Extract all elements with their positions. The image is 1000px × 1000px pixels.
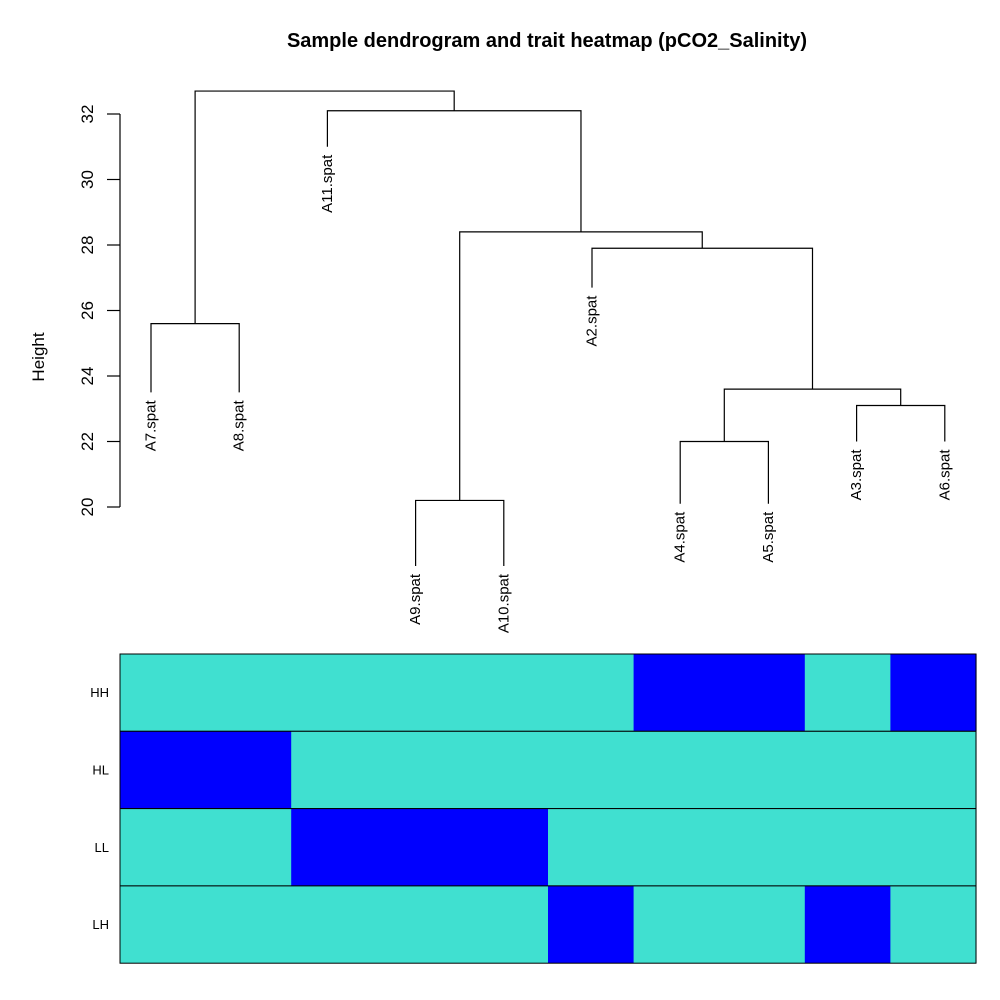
leaf-label: A4.spat: [672, 511, 689, 563]
heatmap-cell: [291, 731, 378, 809]
heatmap-cell: [548, 885, 635, 964]
trait-heatmap: [119, 653, 977, 964]
y-tick-label: 28: [78, 236, 97, 255]
heatmap-cell: [804, 731, 891, 809]
y-tick-label: 30: [78, 170, 97, 189]
heatmap-cell: [804, 885, 891, 964]
leaf-label: A10.spat: [495, 573, 512, 633]
heatmap-cell: [462, 885, 549, 964]
heatmap-cell: [205, 654, 292, 732]
heatmap-row-labels: HH HL LL LH: [90, 685, 109, 932]
heatmap-cell: [376, 731, 463, 809]
chart-title: Sample dendrogram and trait heatmap (pCO…: [287, 30, 807, 52]
heatmap-cell: [376, 808, 463, 886]
y-tick-label: 20: [78, 498, 97, 517]
heatmap-cell: [462, 731, 549, 809]
heatmap-cell: [719, 885, 806, 964]
heatmap-cell: [548, 731, 635, 809]
heatmap-cell: [120, 885, 207, 964]
heatmap-cell: [548, 654, 635, 732]
heatmap-cell: [376, 885, 463, 964]
heatmap-cell: [890, 885, 977, 964]
heatmap-cell: [633, 885, 720, 964]
y-tick-label: 24: [78, 367, 97, 386]
heatmap-cell: [291, 654, 378, 732]
leaf-label: A3.spat: [848, 449, 865, 501]
y-axis-label: Height: [29, 332, 48, 381]
heatmap-cell: [719, 731, 806, 809]
heatmap-cell: [548, 808, 635, 886]
y-axis: 20 22 24 26 28 30 32: [78, 105, 121, 517]
leaf-label: A5.spat: [760, 511, 777, 563]
y-tick-label: 32: [78, 105, 97, 124]
heatmap-row-border: [119, 885, 977, 964]
heatmap-row-label: LL: [95, 840, 109, 855]
heatmap-row-label: HH: [90, 685, 109, 700]
heatmap-cell: [804, 808, 891, 886]
heatmap-cell: [120, 654, 207, 732]
heatmap-cell: [291, 808, 378, 886]
heatmap-cell: [890, 654, 977, 732]
dendrogram-link: [326, 110, 582, 232]
dendrogram-link: [415, 499, 505, 566]
heatmap-cell: [719, 808, 806, 886]
dendrogram-link: [194, 90, 455, 324]
heatmap-cell: [462, 654, 549, 732]
leaf-label: A11.spat: [319, 154, 336, 213]
dendrogram-link: [856, 404, 946, 442]
heatmap-cell: [890, 808, 977, 886]
heatmap-cell: [205, 808, 292, 886]
leaf-label: A6.spat: [936, 449, 953, 501]
heatmap-cell: [462, 808, 549, 886]
y-tick-label: 26: [78, 301, 97, 320]
heatmap-cell: [633, 808, 720, 886]
dendrogram-link: [591, 247, 814, 390]
dendrogram-link: [150, 323, 240, 393]
heatmap-cell: [376, 654, 463, 732]
heatmap-cell: [205, 885, 292, 964]
leaf-label: A8.spat: [231, 400, 248, 452]
heatmap-cell: [633, 731, 720, 809]
leaf-labels: A7.spat A8.spat A11.spat A9.spat A10.spat A2.…: [143, 154, 954, 633]
heatmap-cell: [205, 731, 292, 809]
heatmap-cell: [291, 885, 378, 964]
dendrogram-link: [723, 388, 902, 442]
heatmap-row-label: HL: [92, 762, 109, 777]
heatmap-cell: [120, 731, 207, 809]
y-tick-label: 22: [78, 432, 97, 451]
heatmap-cell: [890, 731, 977, 809]
heatmap-cell: [719, 654, 806, 732]
leaf-label: A7.spat: [143, 400, 160, 452]
heatmap-row-label: LH: [92, 917, 109, 932]
dendrogram-link: [679, 440, 769, 504]
heatmap-cell: [120, 808, 207, 886]
dendrogram-links: [150, 90, 946, 566]
heatmap-cell: [804, 654, 891, 732]
leaf-label: A9.spat: [407, 573, 424, 625]
heatmap-cell: [633, 654, 720, 732]
dendrogram-link: [459, 231, 703, 501]
leaf-label: A2.spat: [584, 295, 601, 347]
